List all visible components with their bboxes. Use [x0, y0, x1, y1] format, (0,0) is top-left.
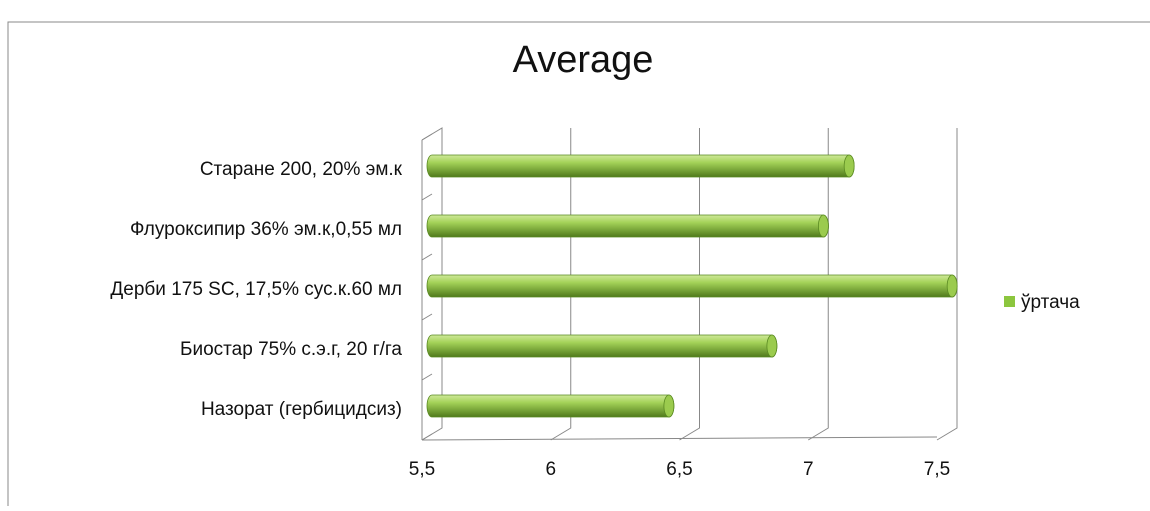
bar: [426, 214, 829, 238]
chart-frame: [7, 21, 1150, 506]
bar: [426, 274, 958, 298]
bar: [426, 334, 778, 358]
y-tick-label: Дерби 175 SC, 17,5% сус.к.60 мл: [110, 279, 402, 300]
grid-line: [936, 128, 958, 441]
bar: [426, 394, 675, 418]
x-tick-label: 5,5: [409, 459, 435, 480]
bar-cap: [946, 274, 958, 298]
y-tick-label: Старане 200, 20% эм.к: [200, 159, 403, 180]
y-tick: [421, 433, 433, 441]
y-tick: [421, 193, 433, 201]
x-tick-label: 6: [545, 459, 556, 480]
bar-cap: [818, 214, 829, 238]
chart-title: Average: [513, 39, 654, 81]
x-tick-label: 7: [803, 459, 814, 480]
y-tick: [421, 313, 433, 321]
y-tick: [421, 133, 433, 141]
x-tick-label: 6,5: [666, 459, 692, 480]
y-tick-label: Флуроксипир 36% эм.к,0,55 мл: [130, 219, 402, 240]
y-tick-label: Биостар 75% с.э.г, 20 г/га: [180, 339, 402, 360]
bar-cap: [766, 334, 778, 358]
legend-label: ўртача: [1021, 292, 1080, 313]
bar-cap: [663, 394, 675, 418]
bar: [426, 154, 855, 178]
bar-cap: [843, 154, 855, 178]
x-tick-label: 7,5: [924, 459, 950, 480]
y-tick: [421, 373, 433, 381]
legend-swatch: [1004, 296, 1015, 307]
y-tick: [421, 253, 433, 261]
floor-front: [421, 436, 938, 441]
y-tick-label: Назорат (гербицидсиз): [201, 399, 402, 420]
